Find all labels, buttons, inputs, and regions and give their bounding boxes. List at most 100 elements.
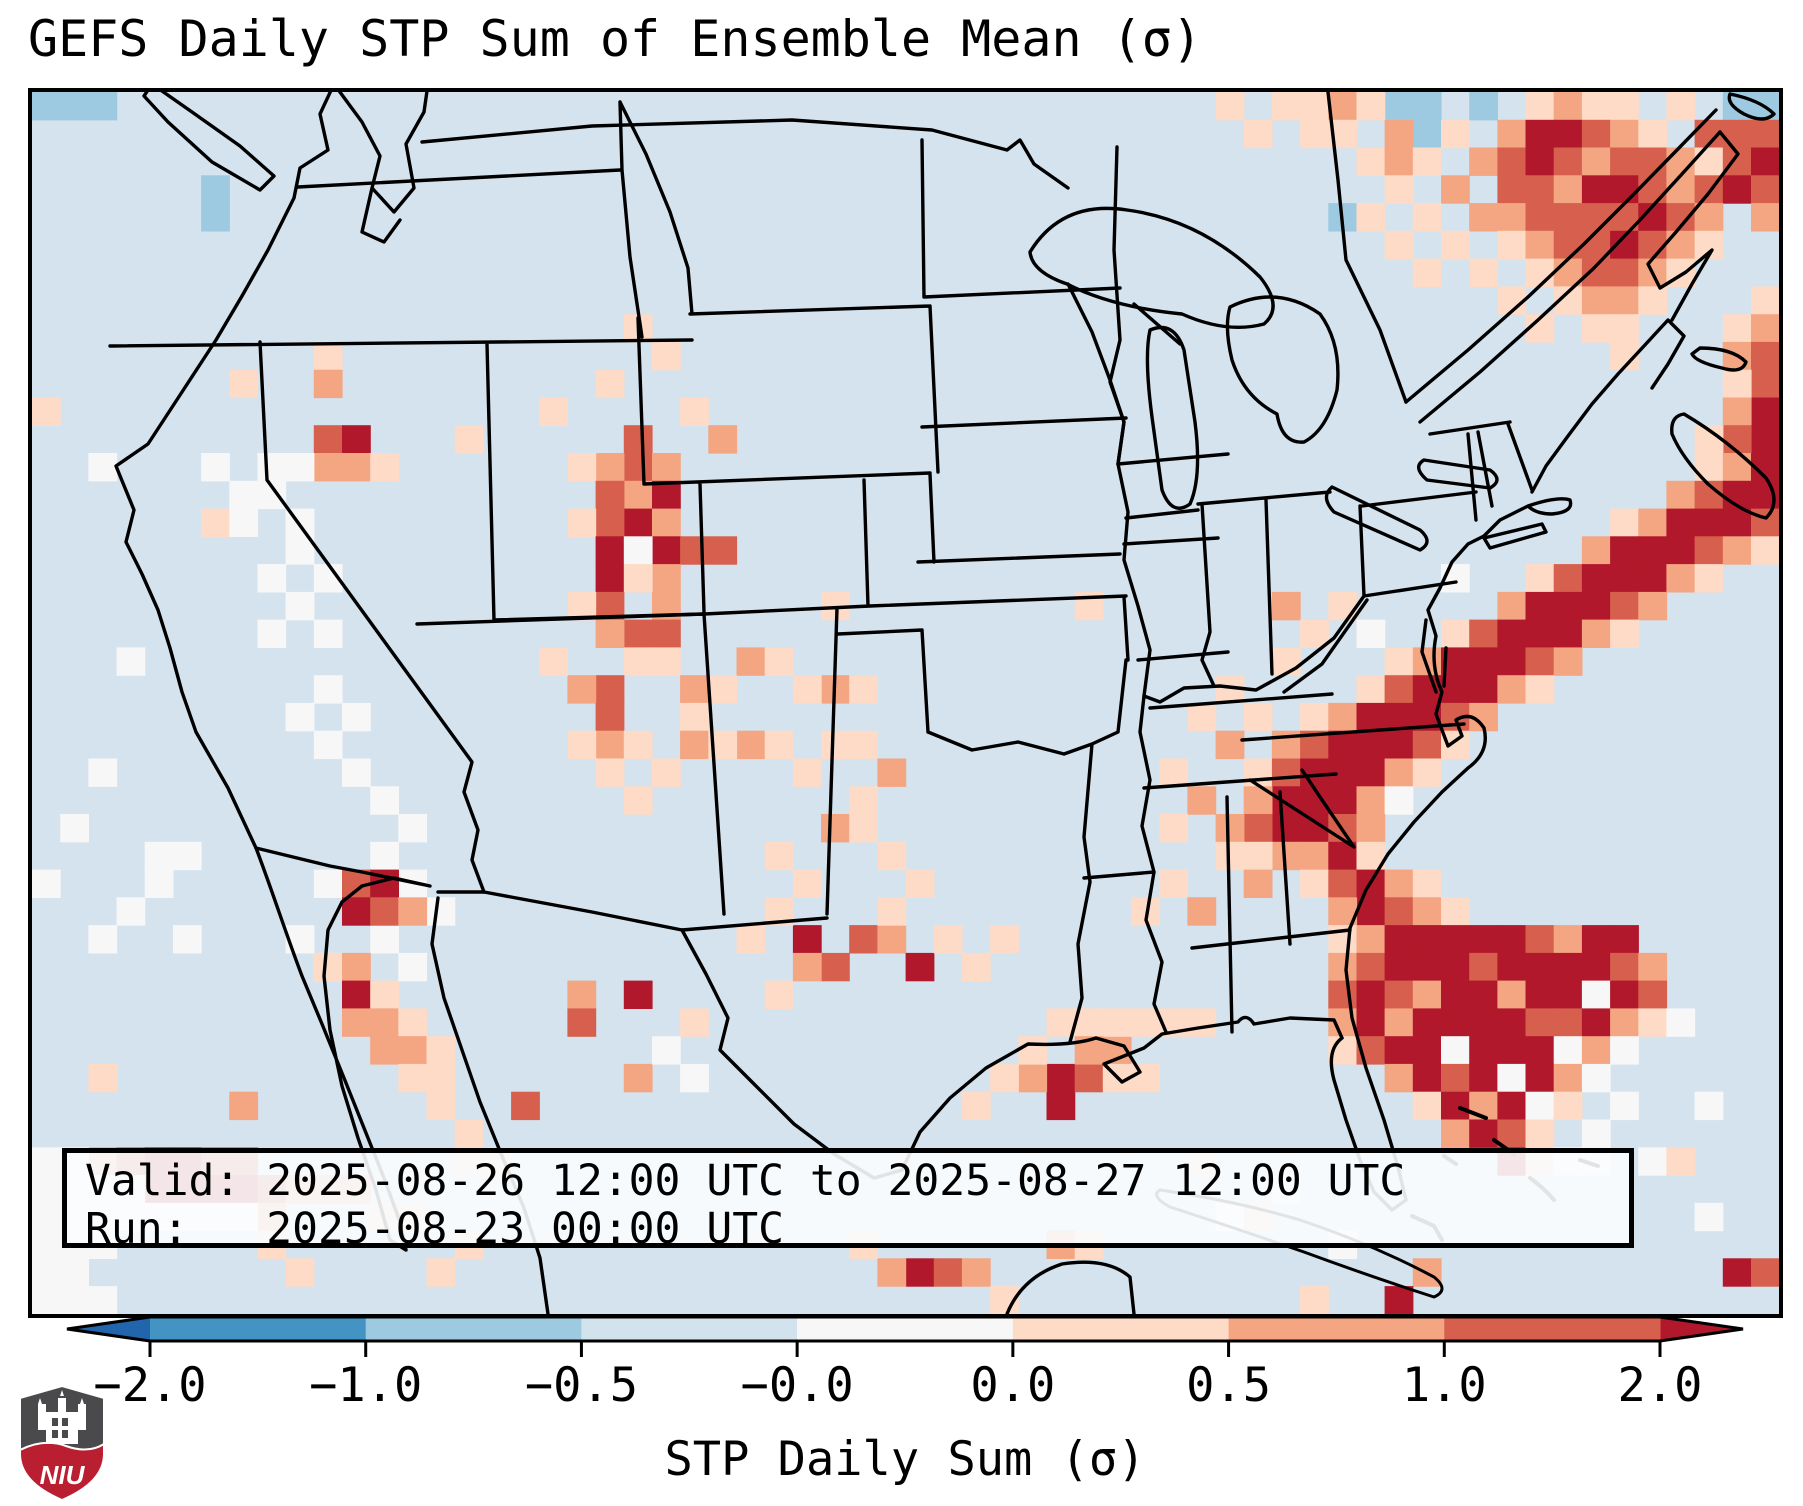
heatmap-cell bbox=[680, 536, 709, 565]
heatmap-cell bbox=[1525, 119, 1555, 149]
heatmap-cell bbox=[1441, 925, 1470, 954]
heatmap-cell bbox=[1497, 675, 1527, 704]
heatmap-cell bbox=[1525, 203, 1555, 232]
heatmap-cell bbox=[398, 1063, 428, 1093]
heatmap-cell bbox=[1497, 647, 1527, 676]
heatmap-cell bbox=[1131, 1008, 1160, 1037]
heatmap-cell bbox=[370, 453, 399, 482]
heatmap-cell bbox=[116, 647, 146, 676]
colorbar-segment bbox=[1228, 1317, 1445, 1341]
heatmap-cell bbox=[1610, 1008, 1639, 1037]
heatmap-cell bbox=[1610, 314, 1639, 343]
heatmap-cell bbox=[1581, 1036, 1611, 1065]
heatmap-cell bbox=[1751, 1258, 1779, 1287]
heatmap-cell bbox=[961, 1091, 991, 1121]
heatmap-cell bbox=[1610, 591, 1639, 621]
heatmap-cell bbox=[1666, 92, 1696, 121]
heatmap-cell bbox=[1384, 119, 1414, 149]
heatmap-cell bbox=[1356, 619, 1386, 648]
heatmap-cell bbox=[1441, 1091, 1470, 1121]
heatmap-cell bbox=[229, 1091, 259, 1121]
colorbar-segment bbox=[797, 1317, 1014, 1341]
heatmap-cell bbox=[342, 702, 371, 732]
heatmap-cell bbox=[792, 925, 822, 954]
heatmap-cell bbox=[1694, 564, 1724, 593]
heatmap-cell bbox=[1751, 286, 1779, 315]
colorbar-tick-label: −2.0 bbox=[93, 1358, 207, 1413]
heatmap-cell bbox=[623, 453, 653, 482]
heatmap-cell bbox=[652, 619, 681, 648]
heatmap-cell bbox=[1159, 758, 1188, 787]
heatmap-cell bbox=[1751, 341, 1779, 371]
heatmap-cell bbox=[342, 425, 371, 454]
heatmap-cell bbox=[1412, 119, 1442, 149]
heatmap-cell bbox=[1694, 203, 1724, 232]
heatmap-cell bbox=[623, 536, 653, 565]
heatmap-cell bbox=[1046, 1091, 1076, 1121]
heatmap-cell bbox=[764, 841, 794, 871]
heatmap-cell bbox=[1694, 1091, 1724, 1121]
colorbar-tick-label: 0.5 bbox=[1186, 1358, 1272, 1413]
heatmap-cell bbox=[454, 1119, 484, 1148]
niu-castle-windows bbox=[52, 1418, 68, 1438]
heatmap-cell bbox=[1581, 952, 1611, 982]
heatmap-cell bbox=[1441, 1119, 1470, 1148]
heatmap-cell bbox=[623, 786, 653, 815]
heatmap-cell bbox=[1215, 814, 1245, 843]
heatmap-cell bbox=[961, 1258, 991, 1287]
heatmap-cell bbox=[1525, 92, 1555, 121]
heatmap-cell bbox=[88, 1286, 118, 1314]
heatmap-cell bbox=[313, 369, 343, 399]
heatmap-cell bbox=[877, 758, 907, 787]
heatmap-cell bbox=[652, 341, 681, 371]
heatmap-cell bbox=[1610, 564, 1639, 593]
heatmap-cell bbox=[1525, 591, 1555, 621]
heatmap-cell bbox=[1638, 564, 1668, 593]
heatmap-cell bbox=[201, 203, 230, 232]
heatmap-cell bbox=[1271, 591, 1301, 621]
heatmap-cell bbox=[680, 1063, 709, 1093]
heatmap-cell bbox=[821, 952, 850, 982]
heatmap-cell bbox=[313, 453, 343, 482]
heatmap-cell bbox=[1722, 175, 1752, 204]
heatmap-cell bbox=[1638, 1147, 1668, 1176]
heatmap-cell bbox=[1300, 869, 1329, 898]
heatmap-cell bbox=[933, 925, 963, 954]
heatmap-cell bbox=[398, 897, 428, 926]
us-canada-northeast-border bbox=[1428, 420, 1512, 436]
lake-huron bbox=[1225, 295, 1340, 444]
heatmap-cell bbox=[1441, 952, 1470, 982]
heatmap-cell bbox=[32, 1230, 61, 1259]
heatmap-cells bbox=[32, 92, 1779, 1314]
heatmap-cell bbox=[1271, 758, 1301, 787]
heatmap-cell bbox=[595, 369, 625, 399]
heatmap-cell bbox=[623, 647, 653, 676]
heatmap-cell bbox=[1525, 258, 1555, 287]
prince-edward-island bbox=[1690, 346, 1748, 372]
heatmap-cell bbox=[764, 730, 794, 760]
pacific-coastline bbox=[114, 92, 408, 1252]
heatmap-cell bbox=[1356, 675, 1386, 704]
heatmap-cell bbox=[1384, 92, 1414, 121]
heatmap-cell bbox=[877, 1258, 907, 1287]
heatmap-cell bbox=[342, 758, 371, 787]
heatmap-cell bbox=[1469, 92, 1498, 121]
heatmap-cell bbox=[1722, 536, 1752, 565]
heatmap-cell bbox=[736, 925, 766, 954]
heatmap-cell bbox=[32, 1202, 61, 1232]
heatmap-cell bbox=[1525, 1036, 1555, 1065]
heatmap-cell bbox=[680, 1008, 709, 1037]
heatmap-cell bbox=[1581, 1063, 1611, 1093]
heatmap-cell bbox=[1271, 814, 1301, 843]
heatmap-cell bbox=[1384, 1008, 1414, 1037]
heatmap-cell bbox=[1215, 730, 1245, 760]
heatmap-cell bbox=[1187, 702, 1217, 732]
heatmap-cell bbox=[708, 675, 738, 704]
colorbar-axis-label: STP Daily Sum (σ) bbox=[664, 1432, 1146, 1487]
heatmap-cell bbox=[1300, 702, 1329, 732]
heatmap-cell bbox=[1751, 425, 1779, 454]
heatmap-cell bbox=[1412, 1063, 1442, 1093]
heatmap-cell bbox=[1412, 92, 1442, 121]
colorbar-tick-label: 2.0 bbox=[1617, 1358, 1703, 1413]
niu-logo: NIU bbox=[19, 1384, 105, 1502]
